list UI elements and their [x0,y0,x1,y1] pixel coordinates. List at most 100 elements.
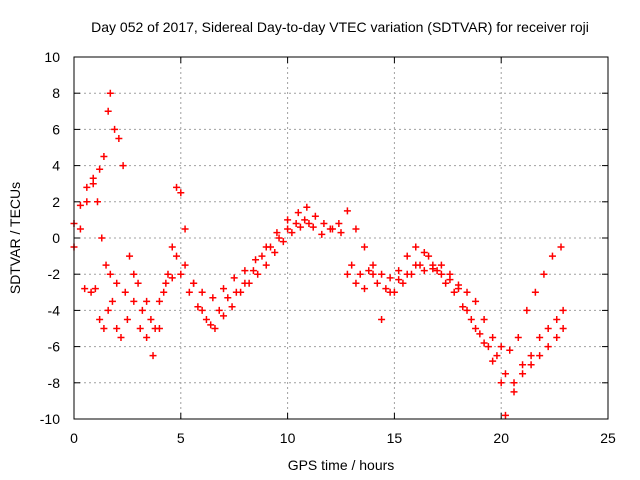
data-point [220,285,228,293]
data-point [335,220,343,228]
data-point [262,261,270,269]
data-point [373,279,381,287]
data-point [292,220,300,228]
data-point [96,315,104,323]
data-point [123,315,131,323]
data-point [399,279,407,287]
data-point [489,357,497,365]
data-point [96,165,104,173]
data-point [87,288,95,296]
data-point [450,288,458,296]
data-point [104,306,112,314]
data-point [433,267,441,275]
data-point [489,334,497,342]
y-tick-label: -8 [48,375,61,391]
data-point [102,261,110,269]
data-point [343,207,351,215]
data-point [207,321,215,329]
data-point [113,325,121,332]
data-point [100,153,108,161]
data-point [113,279,121,287]
data-point [76,225,84,233]
y-tick-label: 10 [44,49,60,65]
data-point [463,306,471,314]
data-point [173,252,181,260]
data-point [143,297,151,305]
data-point [119,162,127,170]
data-point [181,261,189,269]
data-point [548,252,556,260]
data-point [395,267,403,275]
data-point [476,330,484,338]
data-point [284,225,292,233]
data-point [108,297,116,305]
x-tick-label: 20 [493,430,509,446]
data-point [249,267,257,275]
data-point [416,261,424,269]
data-point [111,125,119,133]
data-point [309,223,317,231]
data-point [544,325,552,332]
data-point [420,248,428,256]
data-point [215,306,223,314]
data-point [138,306,146,314]
data-point [198,288,206,296]
data-point [497,379,505,387]
data-point [412,243,420,251]
data-point [326,225,334,233]
data-point [386,274,394,282]
data-point [147,315,155,323]
y-tick-label: 4 [52,158,60,174]
data-point [121,288,129,296]
data-point [294,209,302,217]
data-point [429,265,437,273]
data-point [369,261,377,269]
data-point [442,279,450,287]
data-point [275,234,283,242]
data-point [536,334,544,342]
data-point [143,334,151,342]
data-point [168,274,176,282]
data-point [168,243,176,251]
data-point [115,134,123,142]
data-point [177,270,185,278]
data-point [271,248,279,256]
data-point [446,270,454,278]
data-point [531,288,539,296]
data-point [523,306,531,314]
data-point [220,312,228,320]
data-point [360,285,368,293]
data-point [267,243,275,251]
grid-lines [74,57,608,419]
y-tick-label: 0 [52,230,60,246]
data-point [497,343,505,351]
y-tick-label: -2 [48,266,61,282]
data-point [149,352,157,360]
data-point [160,288,168,296]
data-point [130,297,138,305]
y-tick-label: -10 [40,411,60,427]
x-tick-label: 10 [280,430,296,446]
data-point [76,201,84,209]
data-point [320,220,328,228]
data-point [352,279,360,287]
data-point [420,267,428,275]
data-point [454,285,462,293]
data-point [553,334,561,342]
data-point [318,230,326,238]
data-point [463,288,471,296]
data-point [559,325,567,332]
data-point [194,303,202,311]
data-point [258,252,266,260]
data-point [425,252,433,260]
data-point [230,274,238,282]
data-point [352,225,360,233]
data-point [527,352,535,360]
data-point [544,343,552,351]
data-point [91,285,99,293]
data-point [365,267,373,275]
data-point [162,279,170,287]
data-point [472,297,480,305]
data-point [237,288,245,296]
data-point [254,270,262,278]
